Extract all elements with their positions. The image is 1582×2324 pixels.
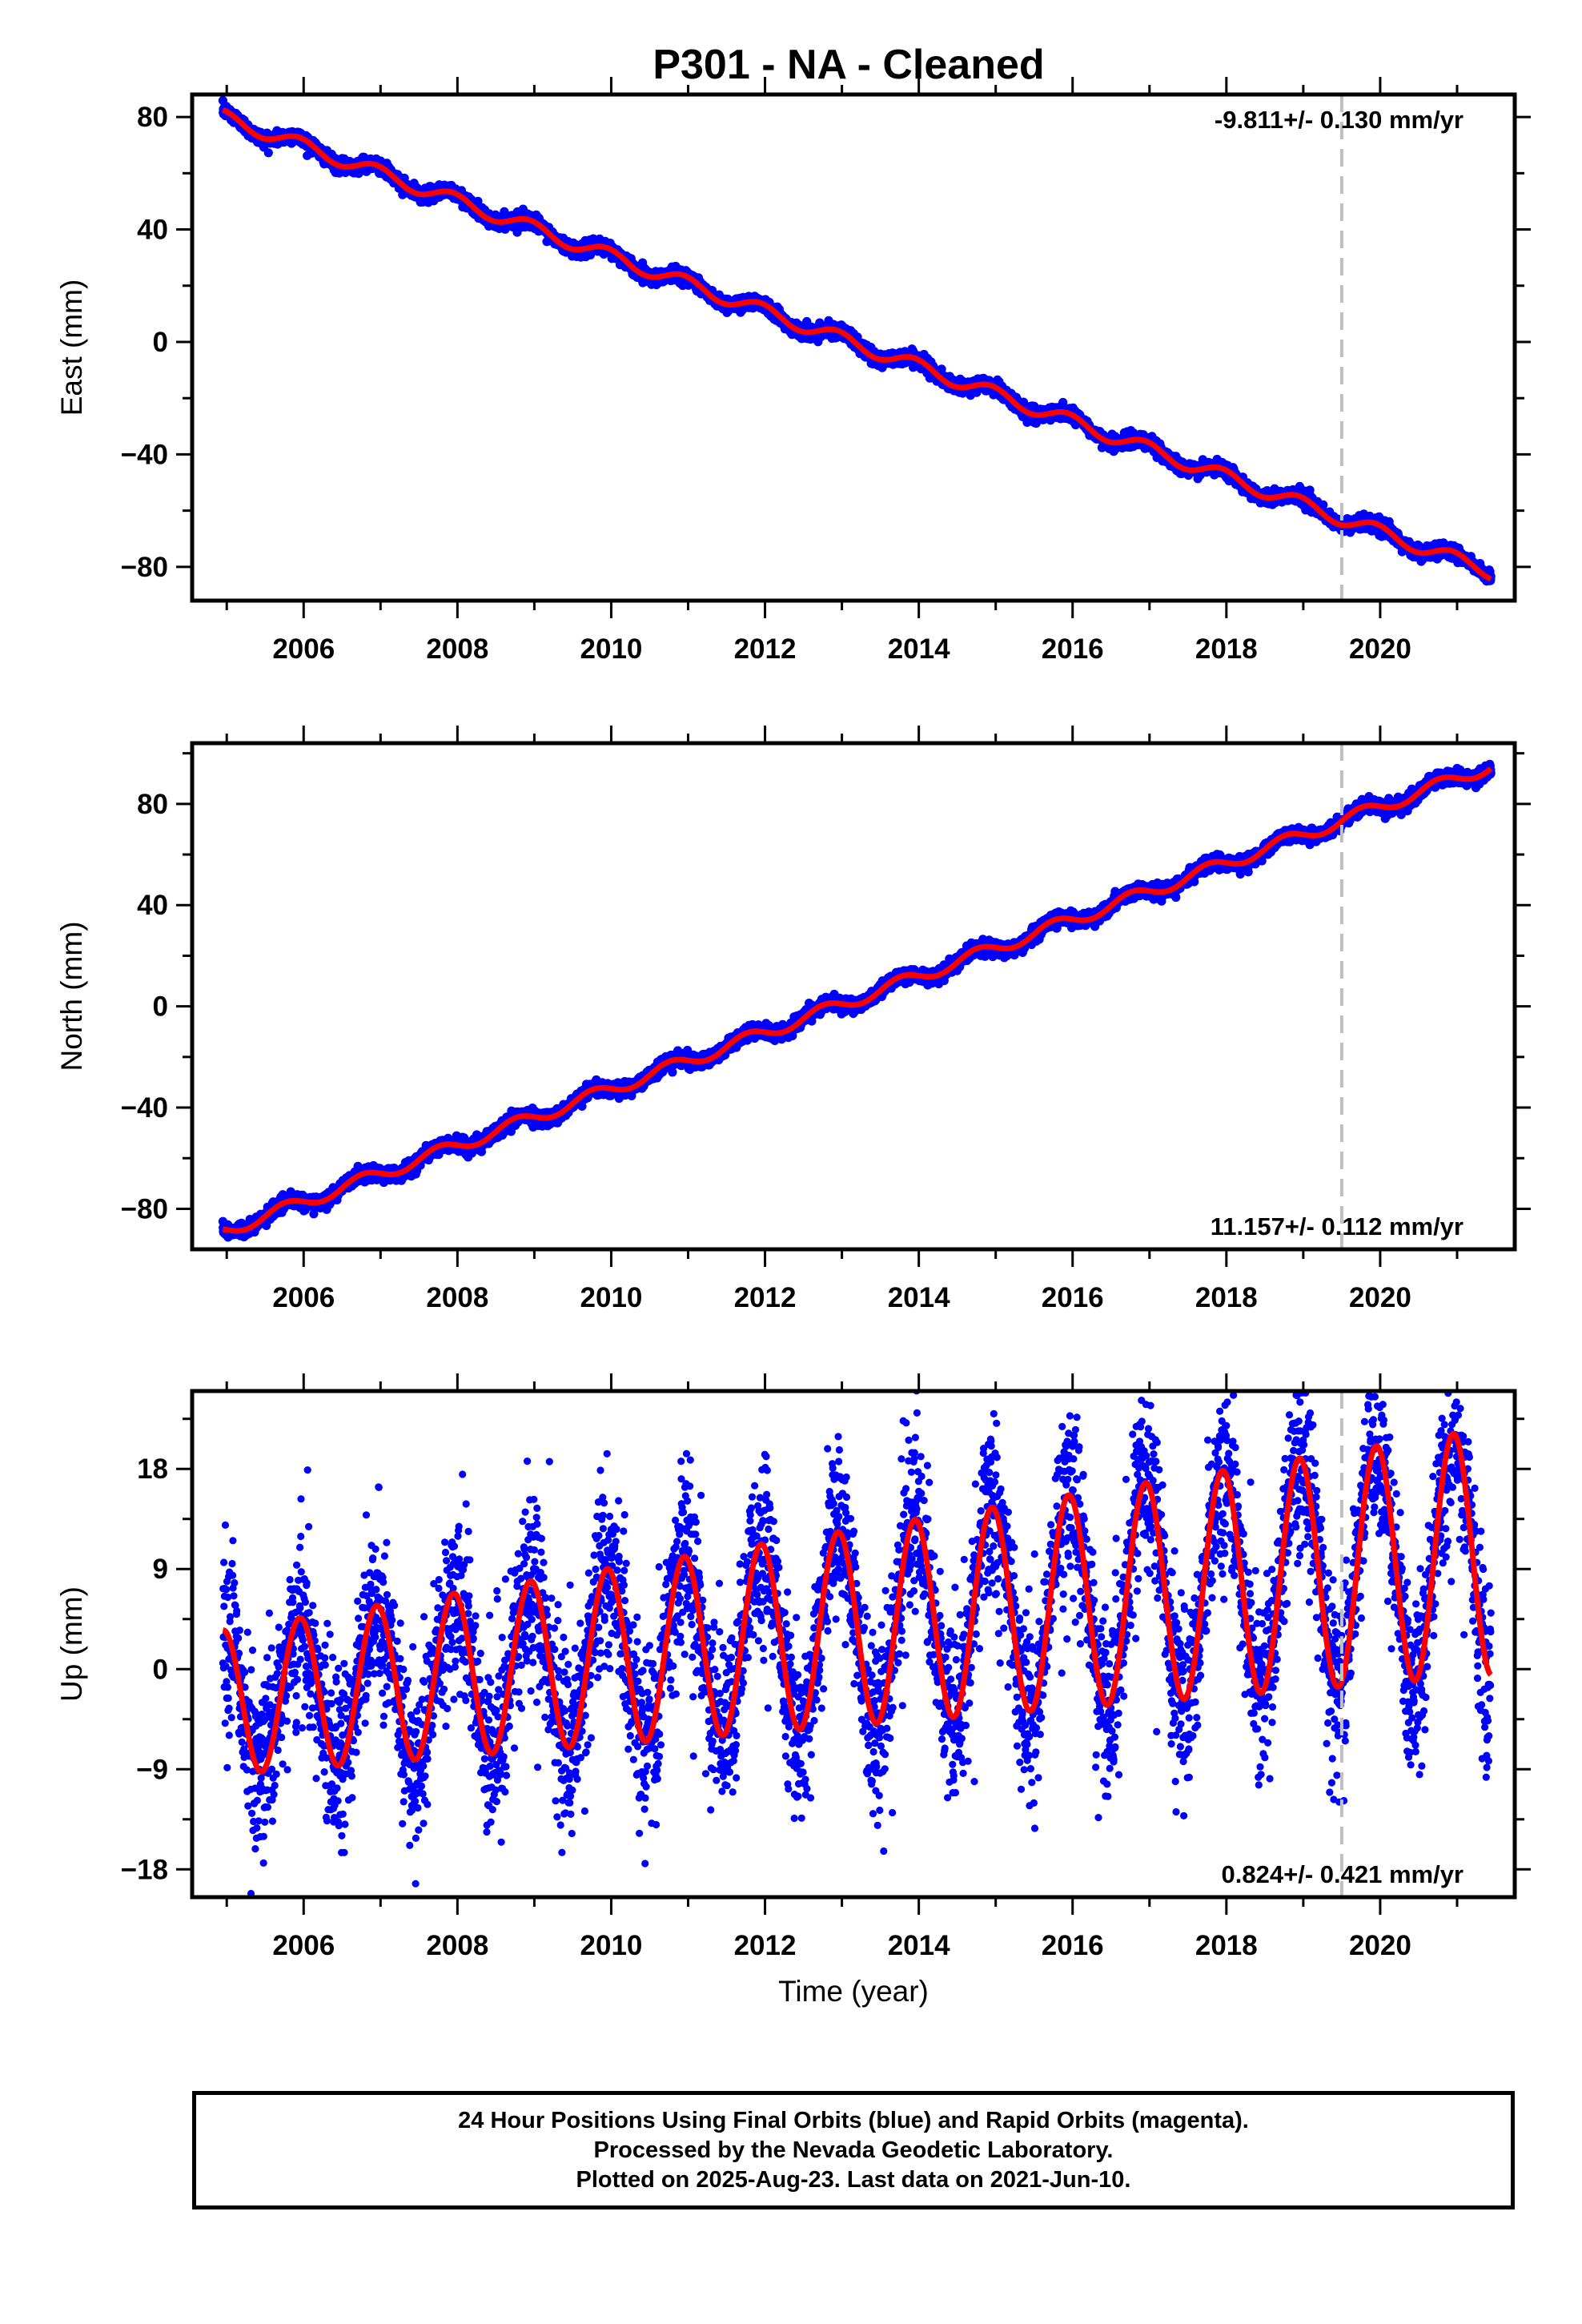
panel-east: 2006 2008 2010 2012 2014 2016 2018 2020−80−4004… [55, 77, 1531, 665]
figure-title: P301 - NA - Cleaned [652, 42, 1044, 88]
east-data-point [263, 148, 273, 158]
